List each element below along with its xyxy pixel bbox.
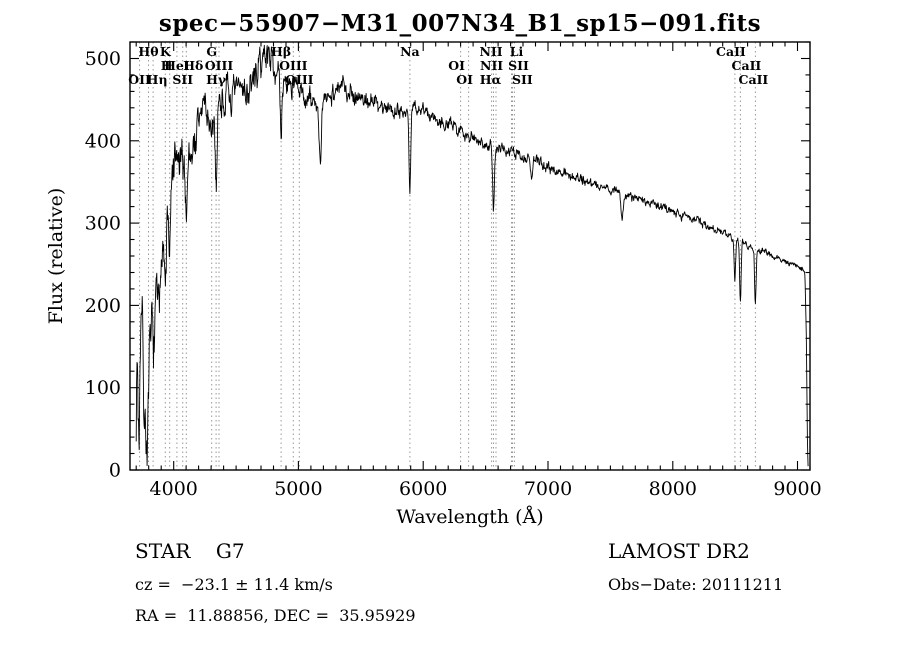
svg-text:OIII: OIII (205, 58, 234, 73)
svg-text:500: 500 (85, 48, 121, 70)
svg-text:Hδ: Hδ (183, 58, 203, 73)
svg-text:SII: SII (512, 72, 533, 87)
survey-release-label: LAMOST DR2 (608, 539, 750, 563)
y-axis-title: Flux (relative) (45, 188, 67, 325)
svg-text:300: 300 (85, 213, 121, 235)
svg-text:G: G (206, 44, 217, 59)
svg-text:K: K (160, 44, 172, 59)
obs-date-label: Obs−Date: 20111211 (608, 575, 784, 594)
svg-text:400: 400 (85, 130, 121, 152)
svg-text:OI: OI (456, 72, 473, 87)
svg-text:OIII: OIII (285, 72, 314, 87)
svg-text:0: 0 (109, 460, 121, 482)
svg-text:6000: 6000 (399, 478, 447, 500)
svg-text:100: 100 (85, 377, 121, 399)
axis-labels: 4000 5000 6000 7000 8000 9000 0 100 200 300 400 500… (45, 48, 822, 528)
svg-text:CaII: CaII (739, 72, 769, 87)
radial-velocity-label: cz = −23.1 ± 11.4 km/s (135, 575, 333, 594)
svg-text:OIII: OIII (279, 58, 308, 73)
svg-text:Na: Na (400, 44, 420, 59)
svg-text:CaII: CaII (732, 58, 762, 73)
spectrum-line (135, 44, 809, 467)
svg-text:H: H (161, 58, 173, 73)
svg-text:Hη: Hη (147, 72, 168, 87)
svg-text:Hα: Hα (480, 72, 502, 87)
svg-text:NII: NII (479, 44, 502, 59)
svg-text:CaII: CaII (716, 44, 746, 59)
svg-text:8000: 8000 (649, 478, 697, 500)
svg-text:200: 200 (85, 295, 121, 317)
svg-text:OI: OI (448, 58, 465, 73)
svg-text:SII: SII (508, 58, 529, 73)
plot-title: spec−55907−M31_007N34_B1_sp15−091.fits (158, 10, 762, 37)
svg-text:Li: Li (510, 44, 524, 59)
axis-ticks (130, 41, 811, 471)
x-axis-title: Wavelength (Å) (396, 506, 543, 528)
ra-dec-label: RA = 11.88856, DEC = 35.95929 (135, 606, 416, 625)
svg-text:Hγ: Hγ (206, 72, 227, 87)
svg-text:Hθ: Hθ (138, 44, 158, 59)
svg-text:9000: 9000 (773, 478, 821, 500)
svg-text:5000: 5000 (274, 478, 322, 500)
svg-text:4000: 4000 (150, 478, 198, 500)
svg-text:SII: SII (172, 72, 193, 87)
object-class-label: STAR G7 (135, 539, 245, 563)
svg-text:HeI: HeI (164, 58, 190, 73)
svg-text:Hβ: Hβ (271, 44, 291, 59)
svg-text:OII: OII (128, 72, 151, 87)
svg-text:NII: NII (480, 58, 503, 73)
svg-text:7000: 7000 (524, 478, 572, 500)
